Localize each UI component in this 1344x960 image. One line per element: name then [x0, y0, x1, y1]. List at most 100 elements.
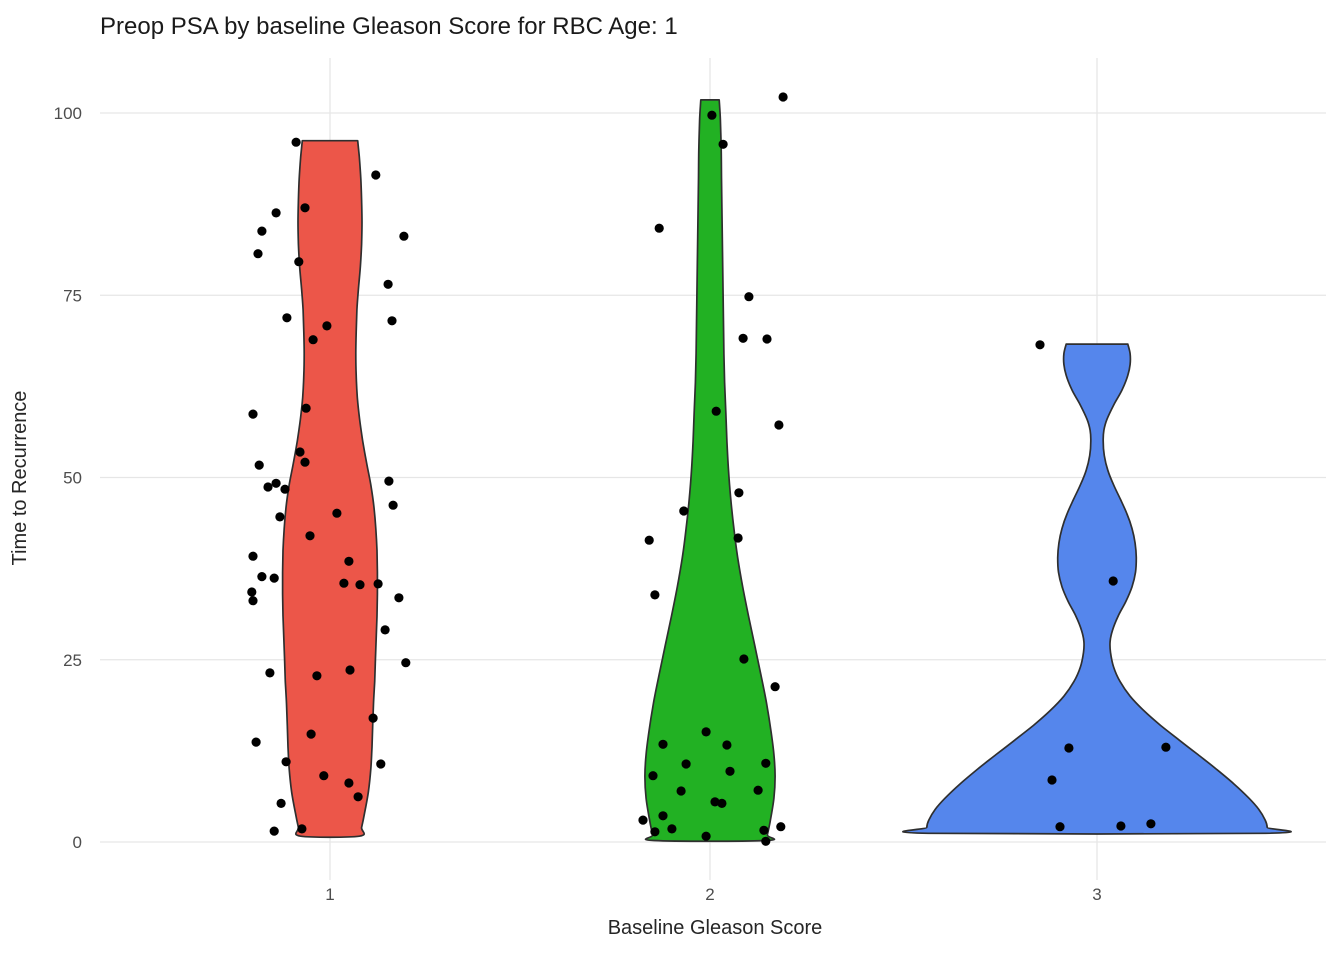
- y-tick-label: 0: [73, 833, 82, 852]
- data-point-gleason-2: [738, 333, 748, 343]
- data-point-gleason-1: [263, 482, 273, 492]
- data-point-gleason-3: [1116, 821, 1126, 831]
- data-point-gleason-2: [762, 334, 772, 344]
- data-point-gleason-2: [759, 825, 769, 835]
- data-point-gleason-1: [269, 573, 279, 583]
- data-point-gleason-2: [776, 822, 786, 832]
- data-point-gleason-2: [761, 836, 771, 846]
- data-point-gleason-2: [679, 506, 689, 516]
- data-point-gleason-2: [770, 682, 780, 692]
- data-point-gleason-3: [1064, 743, 1074, 753]
- violin-gleason-3: [902, 343, 1292, 835]
- data-point-gleason-1: [265, 668, 275, 678]
- data-point-gleason-1: [271, 208, 281, 218]
- data-point-gleason-2: [701, 727, 711, 737]
- data-point-gleason-2: [707, 110, 717, 120]
- data-point-gleason-2: [710, 797, 720, 807]
- y-tick-label: 100: [54, 104, 82, 123]
- data-point-gleason-1: [281, 757, 291, 767]
- x-axis-label: Baseline Gleason Score: [608, 917, 823, 939]
- data-point-gleason-1: [345, 665, 355, 675]
- data-point-gleason-1: [368, 713, 378, 723]
- data-point-gleason-1: [384, 476, 394, 486]
- data-point-gleason-2: [774, 420, 784, 430]
- data-point-gleason-3: [1035, 340, 1045, 350]
- data-point-gleason-1: [387, 316, 397, 326]
- data-point-gleason-2: [667, 824, 677, 834]
- y-tick-label: 25: [63, 651, 82, 670]
- data-point-gleason-1: [257, 226, 267, 236]
- data-point-gleason-2: [658, 811, 668, 821]
- data-point-gleason-2: [638, 815, 648, 825]
- data-point-gleason-2: [761, 758, 771, 768]
- data-point-gleason-1: [300, 457, 310, 467]
- data-point-gleason-1: [275, 512, 285, 522]
- data-point-gleason-1: [294, 257, 304, 267]
- data-point-gleason-1: [247, 587, 257, 597]
- data-point-gleason-2: [733, 533, 743, 543]
- data-point-gleason-1: [332, 508, 342, 518]
- data-point-gleason-1: [339, 578, 349, 588]
- data-point-gleason-1: [291, 137, 301, 147]
- data-point-gleason-2: [676, 786, 686, 796]
- data-point-gleason-3: [1108, 576, 1118, 586]
- data-point-gleason-2: [778, 92, 788, 102]
- y-tick-label: 50: [63, 469, 82, 488]
- data-point-gleason-1: [269, 826, 279, 836]
- data-point-gleason-2: [717, 798, 727, 809]
- data-point-gleason-1: [383, 279, 393, 289]
- data-point-gleason-2: [644, 535, 654, 545]
- data-points: [247, 92, 1171, 846]
- data-point-gleason-2: [654, 223, 664, 233]
- data-point-gleason-2: [722, 740, 732, 750]
- data-point-gleason-1: [282, 313, 292, 323]
- data-point-gleason-3: [1146, 819, 1156, 829]
- x-tick-label: 2: [705, 885, 714, 904]
- data-point-gleason-2: [739, 654, 749, 664]
- violins: [281, 99, 1292, 843]
- chart-title: Preop PSA by baseline Gleason Score for …: [100, 13, 678, 40]
- data-point-gleason-1: [248, 596, 258, 606]
- data-point-gleason-1: [248, 409, 258, 419]
- data-point-gleason-1: [257, 572, 267, 582]
- data-point-gleason-1: [251, 737, 261, 747]
- data-point-gleason-2: [711, 406, 721, 416]
- data-point-gleason-1: [253, 249, 263, 259]
- data-point-gleason-1: [319, 771, 329, 781]
- data-point-gleason-1: [305, 531, 315, 541]
- data-point-gleason-1: [344, 556, 354, 566]
- data-point-gleason-2: [650, 827, 660, 837]
- data-point-gleason-1: [355, 580, 365, 590]
- data-point-gleason-3: [1161, 742, 1171, 752]
- x-tick-label: 1: [325, 885, 334, 904]
- data-point-gleason-1: [344, 778, 354, 788]
- data-point-gleason-1: [254, 460, 264, 470]
- data-point-gleason-1: [280, 484, 290, 494]
- x-tick-label: 3: [1092, 885, 1101, 904]
- data-point-gleason-1: [401, 658, 411, 668]
- data-point-gleason-2: [734, 488, 744, 498]
- data-point-gleason-1: [376, 759, 386, 769]
- data-point-gleason-1: [301, 403, 311, 413]
- data-point-gleason-2: [658, 739, 668, 749]
- data-point-gleason-1: [322, 321, 332, 331]
- x-tick-labels: 1 2 3: [325, 885, 1101, 904]
- data-point-gleason-2: [650, 590, 660, 600]
- y-tick-label: 75: [63, 286, 82, 305]
- data-point-gleason-1: [306, 729, 316, 739]
- data-point-gleason-2: [744, 292, 754, 302]
- data-point-gleason-2: [753, 785, 763, 795]
- data-point-gleason-1: [388, 500, 398, 510]
- data-point-gleason-1: [373, 579, 383, 589]
- data-point-gleason-1: [312, 671, 322, 681]
- data-point-gleason-2: [681, 759, 691, 769]
- data-point-gleason-1: [380, 625, 390, 635]
- data-point-gleason-1: [300, 203, 310, 213]
- data-point-gleason-1: [308, 335, 318, 345]
- data-point-gleason-1: [399, 231, 409, 241]
- data-point-gleason-1: [271, 478, 281, 488]
- data-point-gleason-1: [276, 798, 286, 809]
- data-point-gleason-1: [353, 792, 363, 802]
